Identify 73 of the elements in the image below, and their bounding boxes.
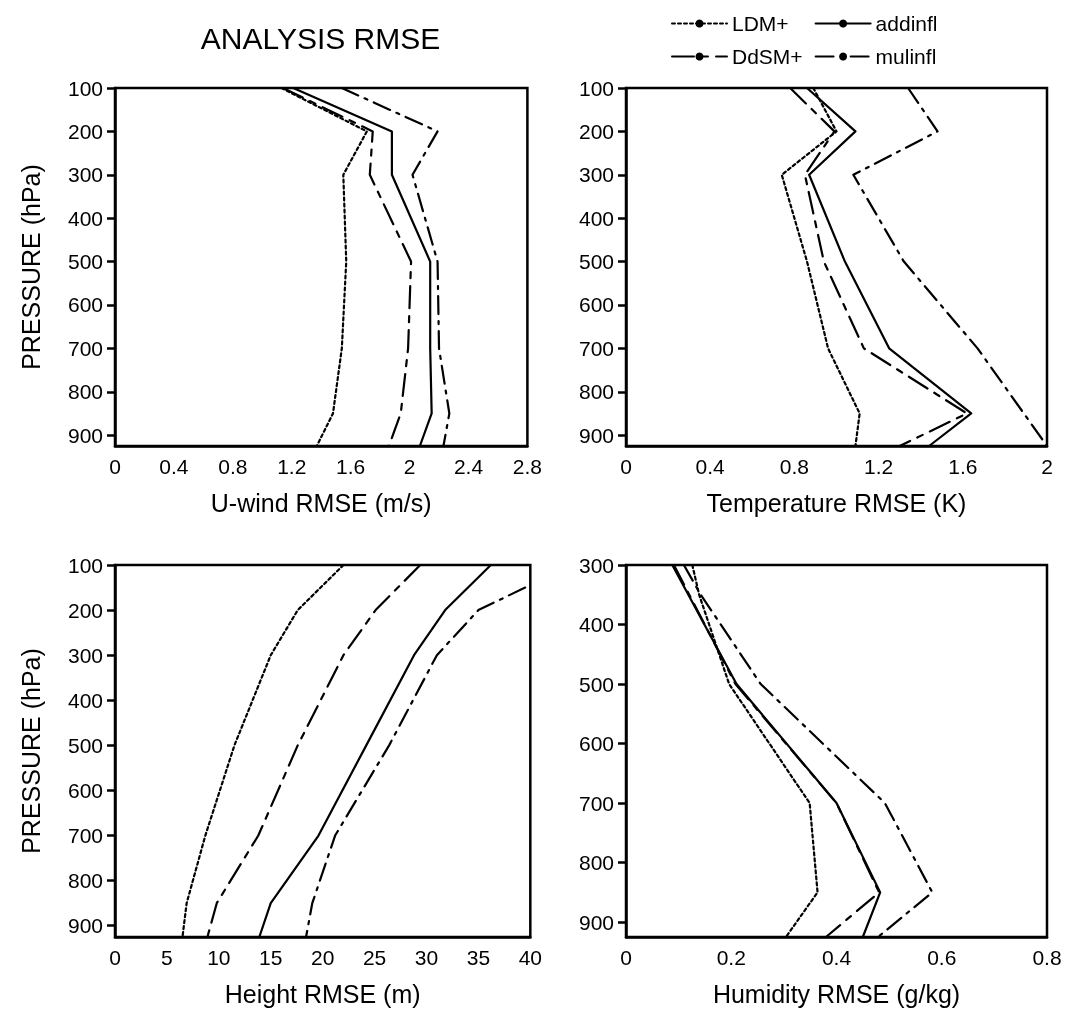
x-tick-label: 0.8 xyxy=(1032,946,1062,969)
x-tick-label: 30 xyxy=(414,946,439,969)
y-tick-label: 500 xyxy=(67,733,103,757)
y-tick-label: 500 xyxy=(578,672,614,696)
y-tick-label: 800 xyxy=(578,851,614,875)
y-tick-label: 500 xyxy=(578,250,614,274)
y-tick-label: 300 xyxy=(67,163,103,187)
x-tick-label: 0.4 xyxy=(159,455,189,478)
x-tick-label: 25 xyxy=(362,946,387,969)
x-tick-label: 0.2 xyxy=(716,946,746,969)
y-tick-label: 900 xyxy=(578,910,614,934)
x-tick-label: 0 xyxy=(109,946,121,969)
y-tick-label: 200 xyxy=(67,119,103,143)
x-tick-label: 0 xyxy=(109,455,121,478)
x-tick-label: 2.8 xyxy=(512,455,543,478)
x-axis-title: Humidity RMSE (g/kg) xyxy=(712,979,961,1008)
x-tick-label: 20 xyxy=(310,946,335,969)
y-tick-label: 300 xyxy=(578,553,614,577)
x-tick-label: 0.8 xyxy=(218,455,248,478)
chart-title: ANALYSIS RMSE xyxy=(200,21,441,55)
y-tick-label: 900 xyxy=(67,423,103,447)
y-tick-label: 700 xyxy=(578,336,614,360)
x-tick-label: 2.4 xyxy=(453,455,484,478)
y-tick-label: 700 xyxy=(67,336,103,360)
x-tick-label: 5 xyxy=(161,946,173,969)
x-axis-title: Temperature RMSE (K) xyxy=(706,488,967,517)
y-tick-label: 400 xyxy=(578,613,614,637)
y-tick-label: 800 xyxy=(67,380,103,404)
x-tick-label: 0 xyxy=(620,946,632,969)
y-tick-label: 600 xyxy=(578,293,614,317)
y-tick-label: 300 xyxy=(578,163,614,187)
x-tick-label: 0.4 xyxy=(821,946,852,969)
y-tick-label: 700 xyxy=(67,824,103,848)
y-tick-label: 200 xyxy=(578,119,614,143)
x-tick-label: 2 xyxy=(1041,455,1053,478)
y-tick-label: 100 xyxy=(578,76,614,100)
x-tick-label: 10 xyxy=(207,946,231,969)
y-tick-label: 200 xyxy=(67,598,103,622)
x-tick-label: 1.6 xyxy=(336,455,366,478)
legend-label: DdSM+ xyxy=(732,45,803,68)
y-tick-label: 800 xyxy=(578,380,614,404)
legend-label: mulinfl xyxy=(875,45,937,68)
y-tick-label: 800 xyxy=(67,869,103,893)
x-axis-title: Height RMSE (m) xyxy=(224,979,421,1008)
legend-label: addinfl xyxy=(875,12,938,35)
x-tick-label: 40 xyxy=(518,946,542,969)
y-tick-label: 400 xyxy=(578,206,614,230)
y-tick-label: 600 xyxy=(67,293,103,317)
x-tick-label: 1.2 xyxy=(864,455,894,478)
x-tick-label: 0.6 xyxy=(927,946,957,969)
y-tick-label: 400 xyxy=(67,206,103,230)
y-tick-label: 700 xyxy=(578,791,614,815)
y-tick-label: 100 xyxy=(67,76,103,100)
legend-label: LDM+ xyxy=(732,12,789,35)
x-tick-label: 2 xyxy=(403,455,416,478)
y-tick-label: 500 xyxy=(67,250,103,274)
y-tick-label: 900 xyxy=(67,914,103,938)
x-tick-label: 0.8 xyxy=(779,455,809,478)
y-tick-label: 600 xyxy=(67,778,103,802)
x-tick-label: 35 xyxy=(466,946,491,969)
y-tick-label: 900 xyxy=(578,423,614,447)
y-tick-label: 300 xyxy=(67,643,103,667)
x-tick-label: 15 xyxy=(259,946,283,969)
y-tick-label: 100 xyxy=(67,553,103,577)
x-tick-label: 0.4 xyxy=(695,455,726,478)
y-tick-label: 600 xyxy=(578,732,614,756)
x-axis-title: U-wind RMSE (m/s) xyxy=(210,488,432,517)
y-axis-title: PRESSURE (hPa) xyxy=(16,164,45,370)
x-tick-label: 1.2 xyxy=(277,455,307,478)
x-tick-label: 0 xyxy=(620,455,632,478)
y-tick-label: 400 xyxy=(67,688,103,712)
x-tick-label: 1.6 xyxy=(948,455,978,478)
y-axis-title: PRESSURE (hPa) xyxy=(16,648,45,854)
